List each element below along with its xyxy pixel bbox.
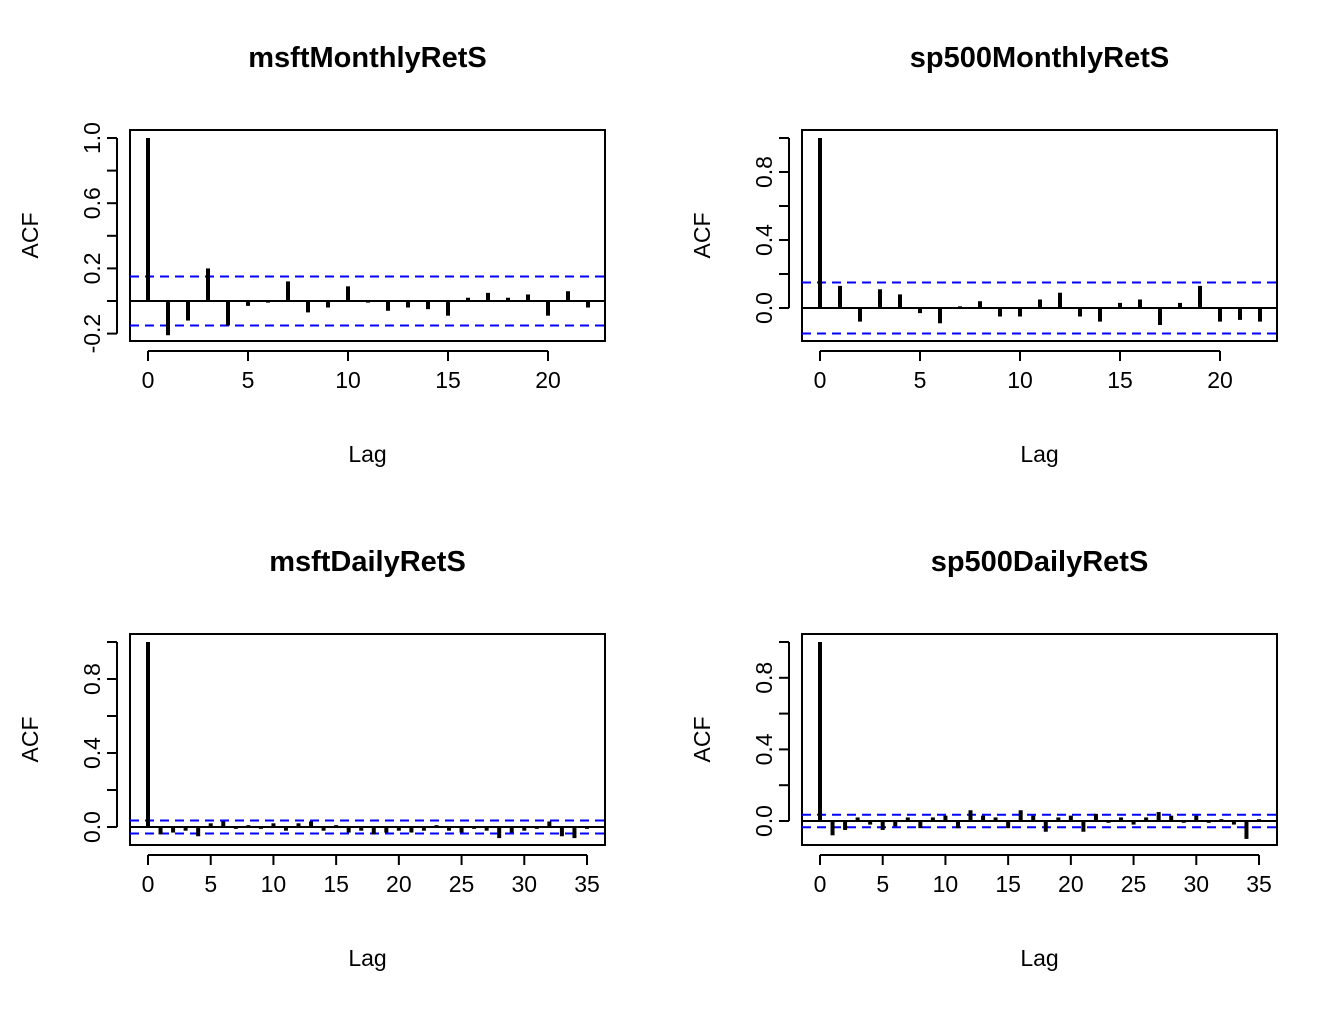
plot-frame — [801, 633, 1278, 846]
y-tick-label: 0.4 — [751, 224, 777, 256]
x-tick-label: 10 — [261, 871, 287, 897]
y-axis-label: ACF — [17, 213, 43, 259]
x-tick-label: 5 — [876, 871, 889, 897]
x-tick-label: 0 — [142, 367, 155, 393]
x-tick-label: 5 — [242, 367, 255, 393]
panel-title: msftMonthlyRetS — [248, 42, 486, 74]
x-tick-label: 5 — [204, 871, 217, 897]
y-tick-label: 1.0 — [79, 122, 105, 154]
y-tick-label: 0.2 — [79, 252, 105, 284]
y-tick-label: 0.0 — [79, 811, 105, 843]
acf-panel-3: msftDailyRetS 0 5 10 15 20 25 30 35 0.0 0.4 0.8 Lag A… — [17, 546, 606, 971]
panel-title: sp500DailyRetS — [931, 546, 1149, 578]
acf-panel-1: msftMonthlyRetS 0 5 10 15 20 -0.2 0.2 0.6 1.0 Lag A… — [17, 42, 606, 467]
x-tick-label: 0 — [142, 871, 155, 897]
x-axis-label: Lag — [348, 441, 386, 467]
x-tick-label: 20 — [386, 871, 412, 897]
acf-panel-2: sp500MonthlyRetS 0 5 10 15 20 0.0 0.4 0.8 Lag ACF — [689, 42, 1278, 467]
x-tick-label: 35 — [1246, 871, 1272, 897]
x-tick-label: 10 — [335, 367, 361, 393]
x-tick-label: 20 — [1207, 367, 1233, 393]
y-axis-label: ACF — [689, 213, 715, 259]
x-tick-label: 25 — [449, 871, 475, 897]
panel-title: sp500MonthlyRetS — [910, 42, 1169, 74]
x-tick-label: 20 — [1058, 871, 1084, 897]
plot-frame — [801, 129, 1278, 342]
plot-frame — [129, 129, 606, 342]
y-axis-label: ACF — [689, 717, 715, 763]
x-tick-label: 35 — [574, 871, 600, 897]
y-tick-label: 0.0 — [751, 805, 777, 837]
y-tick-label: -0.2 — [79, 314, 105, 354]
x-tick-label: 10 — [933, 871, 959, 897]
x-axis-label: Lag — [1020, 441, 1058, 467]
y-tick-label: 0.8 — [79, 663, 105, 695]
x-axis-label: Lag — [348, 945, 386, 971]
x-tick-label: 30 — [1183, 871, 1209, 897]
x-tick-label: 15 — [323, 871, 349, 897]
y-tick-label: 0.6 — [79, 187, 105, 219]
x-tick-label: 30 — [511, 871, 537, 897]
x-tick-label: 5 — [914, 367, 927, 393]
x-axis-label: Lag — [1020, 945, 1058, 971]
y-tick-label: 0.4 — [751, 733, 777, 765]
x-tick-label: 15 — [435, 367, 461, 393]
x-tick-label: 15 — [1107, 367, 1133, 393]
x-tick-label: 15 — [995, 871, 1021, 897]
x-tick-label: 20 — [535, 367, 561, 393]
y-tick-label: 0.8 — [751, 156, 777, 188]
plot-frame — [129, 633, 606, 846]
x-tick-label: 25 — [1121, 871, 1147, 897]
x-tick-label: 0 — [814, 871, 827, 897]
x-tick-label: 10 — [1007, 367, 1033, 393]
panel-title: msftDailyRetS — [269, 546, 466, 578]
y-tick-label: 0.4 — [79, 737, 105, 769]
y-tick-label: 0.0 — [751, 292, 777, 324]
acf-panel-4: sp500DailyRetS 0 5 10 15 20 25 30 35 0.0 0.4 0.8 Lag… — [689, 546, 1278, 971]
x-tick-label: 0 — [814, 367, 827, 393]
y-axis-label: ACF — [17, 717, 43, 763]
y-tick-label: 0.8 — [751, 662, 777, 694]
